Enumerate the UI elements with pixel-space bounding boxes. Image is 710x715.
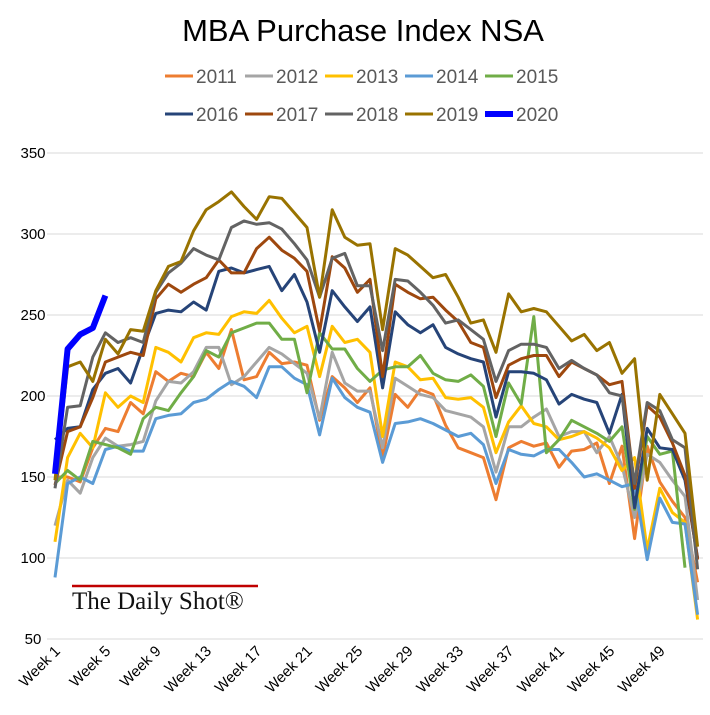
legend: 2011 2012 2013 2014 2015 2016 2017 2018 2019 2020 (165, 67, 558, 126)
y-tick-label: 100 (20, 550, 45, 567)
legend-label: 2012 (276, 67, 318, 88)
legend-item-2020: 2020 (485, 105, 558, 126)
series-lines (52, 190, 700, 620)
legend-item-2018: 2018 (325, 105, 398, 126)
legend-item-2013: 2013 (325, 67, 398, 88)
series-line-2018 (53, 219, 700, 570)
x-tick-label: Week 5 (66, 643, 114, 691)
y-tick-label: 200 (20, 388, 45, 405)
legend-label: 2013 (356, 67, 398, 88)
x-tick-label: Week 29 (363, 643, 417, 697)
series-line-2013 (53, 298, 700, 620)
legend-item-2012: 2012 (245, 67, 318, 88)
legend-label: 2019 (436, 105, 478, 126)
gridlines (47, 152, 703, 640)
logo: The Daily Shot® (72, 584, 258, 615)
x-tick-label: Week 49 (615, 643, 669, 697)
chart-title: MBA Purchase Index NSA (182, 13, 544, 48)
x-tick-label: Week 41 (514, 643, 568, 697)
logo-text: The Daily Shot® (72, 588, 244, 615)
x-tick-label: Week 17 (212, 643, 266, 697)
x-tick-label: Week 13 (161, 643, 215, 697)
series-line-2020 (52, 294, 109, 475)
series-line-2012 (53, 345, 700, 601)
legend-label: 2016 (196, 105, 238, 126)
legend-item-2016: 2016 (165, 105, 238, 126)
series-line-2019 (53, 190, 700, 547)
series-line-2014 (53, 365, 700, 615)
x-tick-label: Week 25 (313, 643, 367, 697)
y-tick-label: 150 (20, 469, 45, 486)
y-tick-label: 50 (25, 631, 42, 648)
x-tick-label: Week 9 (117, 643, 165, 691)
y-tick-label: 250 (20, 307, 45, 324)
legend-item-2015: 2015 (485, 67, 558, 88)
x-tick-label: Week 33 (413, 643, 467, 697)
y-tick-label: 350 (20, 145, 45, 162)
series-line-2016 (53, 264, 700, 559)
legend-item-2014: 2014 (405, 67, 479, 88)
legend-item-2011: 2011 (165, 67, 237, 88)
legend-item-2019: 2019 (405, 105, 478, 126)
y-tick-label: 300 (20, 226, 45, 243)
legend-item-2017: 2017 (245, 105, 318, 126)
x-tick-label: Week 45 (565, 643, 619, 697)
x-tick-label: Week 1 (16, 643, 64, 691)
legend-label: 2020 (516, 105, 558, 126)
x-tick-label: Week 37 (464, 643, 518, 697)
legend-label: 2017 (276, 105, 318, 126)
legend-label: 2018 (356, 105, 398, 126)
legend-label: 2014 (436, 67, 479, 88)
series-line-2015 (53, 315, 687, 568)
y-axis: 50 100 150 200 250 300 350 (20, 145, 45, 648)
legend-label: 2011 (196, 67, 237, 88)
x-tick-label: Week 21 (262, 643, 316, 697)
legend-label: 2015 (516, 67, 558, 88)
